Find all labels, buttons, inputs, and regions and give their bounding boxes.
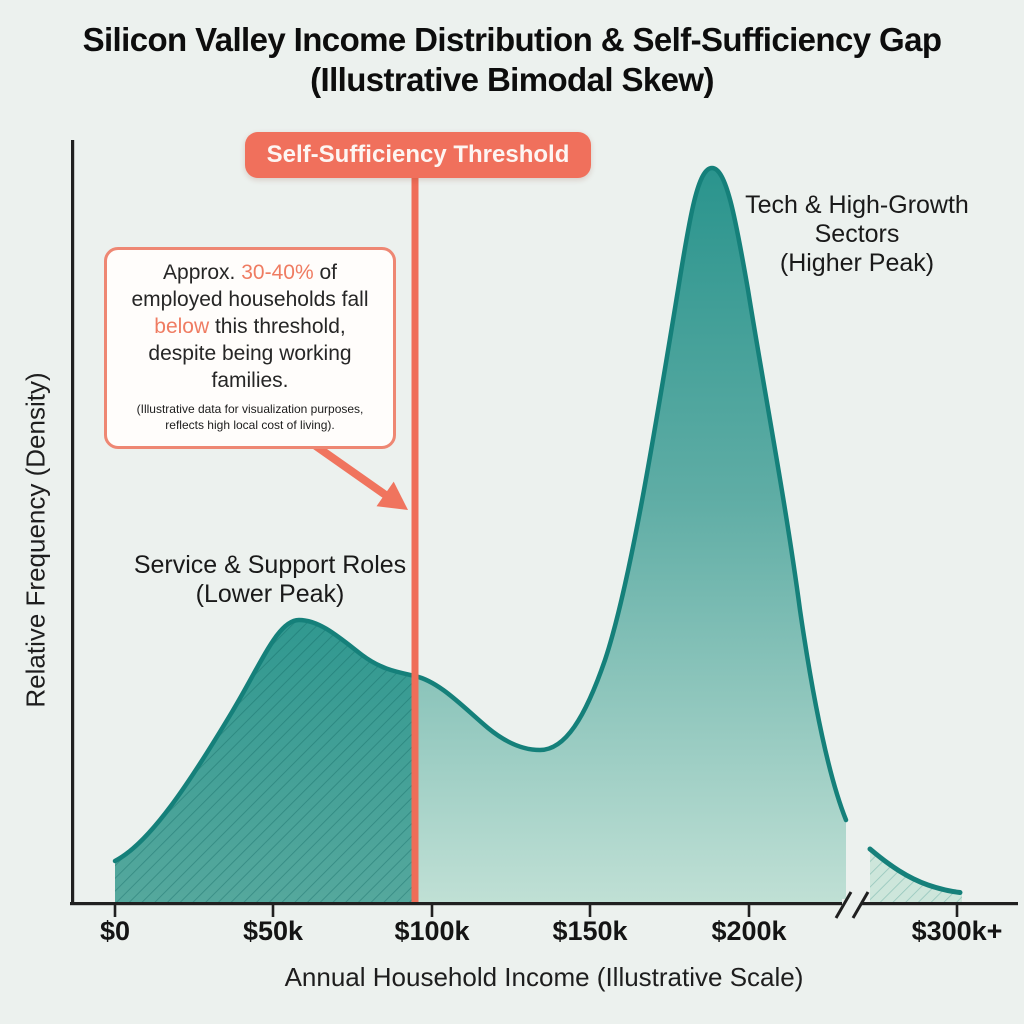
- annotation-part2: of employed households fall: [131, 261, 369, 311]
- density-curve-main: [112, 165, 849, 864]
- lower-peak-label-line1: Service & Support Roles: [133, 551, 407, 579]
- x-tick-label-300k: $300k+: [911, 916, 1003, 946]
- x-axis-line: [70, 902, 1018, 906]
- x-tick-label-50k: $50k: [242, 916, 304, 946]
- density-fill-below-threshold: [115, 620, 415, 903]
- lower-peak-label: Service & Support Roles (Lower Peak): [95, 551, 445, 609]
- x-tick-label-0: $0: [99, 916, 131, 946]
- annotation-text: Approx. 30-40% of employed households fa…: [120, 260, 380, 394]
- chart-title-line1: Silicon Valley Income Distribution & Sel…: [82, 21, 942, 58]
- chart-title: Silicon Valley Income Distribution & Sel…: [0, 20, 1024, 100]
- y-axis-line: [71, 140, 75, 905]
- x-axis-title: Annual Household Income (Illustrative Sc…: [284, 962, 804, 992]
- annotation-part3: this threshold, despite being working fa…: [148, 314, 352, 392]
- threshold-line: [411, 176, 419, 904]
- x-tick-label-150k: $150k: [552, 916, 628, 946]
- annotation-note: (Illustrative data for visualization pur…: [136, 402, 364, 432]
- density-curve-tail: [867, 846, 963, 895]
- higher-peak-label-line2: Sectors: [814, 219, 900, 248]
- x-tick-label-100k: $100k: [394, 916, 470, 946]
- axis-break: [834, 891, 870, 919]
- lower-peak-label-line2: (Lower Peak): [195, 579, 345, 608]
- chart-title-line2: (Illustrative Bimodal Skew): [310, 61, 714, 98]
- x-axis-ticks: [113, 905, 959, 917]
- annotation-box: Approx. 30-40% of employed households fa…: [104, 247, 396, 449]
- annotation-highlight-percent: 30-40%: [241, 261, 314, 284]
- y-axis-title: Relative Frequency (Density): [20, 372, 51, 708]
- higher-peak-label-line3: (Higher Peak): [779, 248, 935, 277]
- annotation-part1: Approx.: [163, 261, 242, 284]
- threshold-badge: Self-Sufficiency Threshold: [245, 132, 591, 178]
- higher-peak-label-line1: Tech & High-Growth: [745, 191, 969, 219]
- higher-peak-label: Tech & High-Growth Sectors (Higher Peak): [722, 191, 992, 277]
- axes: [70, 140, 1018, 919]
- annotation-highlight-below: below: [154, 314, 210, 338]
- x-tick-label-200k: $200k: [711, 916, 787, 946]
